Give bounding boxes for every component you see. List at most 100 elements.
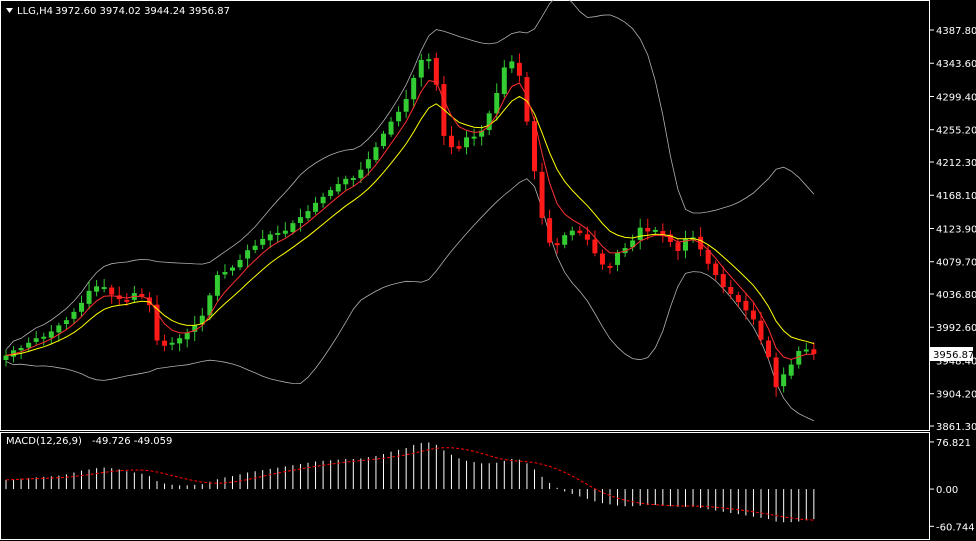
triangle-down-icon[interactable] — [6, 8, 13, 13]
candle — [79, 295, 84, 317]
candle — [758, 311, 764, 345]
candle — [743, 292, 749, 320]
candle — [305, 205, 311, 221]
candle — [252, 239, 258, 254]
price-tick-label: 3861.30 — [936, 422, 976, 433]
price-tick-label: 4036.80 — [936, 290, 976, 301]
candle — [245, 244, 251, 268]
candle — [3, 349, 9, 367]
candle — [803, 342, 809, 355]
price-tick-label: 4343.60 — [936, 59, 976, 70]
price-tick-label: 4255.20 — [936, 126, 976, 137]
candle — [154, 295, 160, 346]
candle — [343, 175, 349, 191]
candle — [230, 265, 235, 276]
candle — [403, 89, 409, 118]
price-axis: 4387.80 4343.60 4299.40 4255.20 4212.30 4168.… — [930, 26, 976, 433]
macd-pane-frame — [0, 432, 930, 540]
candle — [101, 279, 107, 293]
candle — [524, 71, 530, 126]
macd-tick-label: 76.821 — [936, 438, 971, 449]
candle — [411, 74, 417, 109]
candle — [162, 334, 168, 352]
candle — [516, 53, 522, 82]
candle — [71, 308, 77, 325]
candle — [645, 218, 651, 240]
candle — [328, 186, 334, 200]
candle — [592, 230, 598, 257]
candle — [63, 317, 69, 330]
candle — [139, 288, 145, 300]
candle — [388, 117, 394, 138]
ema-slow-line — [5, 95, 815, 356]
candle — [766, 336, 772, 360]
bollinger-bands — [5, 0, 815, 422]
macd-indicator — [5, 442, 815, 523]
upper-band — [5, 0, 815, 350]
candle — [199, 307, 205, 332]
current-price-label: 3956.87 — [933, 350, 974, 361]
candle — [26, 337, 32, 353]
candle — [335, 177, 341, 195]
candle — [282, 222, 288, 238]
candle — [796, 346, 802, 369]
candle — [320, 192, 326, 208]
candle — [562, 232, 568, 249]
candle — [501, 60, 507, 98]
candle — [365, 151, 371, 176]
candle — [728, 280, 734, 299]
candle — [109, 284, 115, 304]
price-tick-label: 3948.40 — [936, 356, 976, 367]
candle — [660, 223, 666, 243]
candle — [486, 110, 492, 136]
candle — [260, 229, 266, 250]
current-price-tag: 3956.87 — [930, 347, 974, 361]
candle — [547, 209, 553, 247]
candle — [539, 162, 545, 225]
candle — [373, 142, 379, 163]
candle — [577, 225, 583, 236]
candle — [554, 237, 560, 254]
candle — [396, 106, 402, 127]
candle — [222, 264, 228, 279]
candle — [637, 218, 643, 250]
candle — [381, 130, 386, 149]
candle — [471, 128, 477, 146]
ema-fast-line — [5, 80, 814, 361]
macd-tick-label: 0.00 — [936, 485, 958, 496]
candle — [177, 334, 183, 352]
candle — [33, 331, 39, 345]
candle — [569, 226, 575, 241]
candle — [275, 225, 281, 243]
candle — [169, 337, 175, 351]
candle — [509, 55, 515, 73]
price-tick-label: 3904.20 — [936, 390, 976, 401]
candle — [124, 293, 130, 306]
candle — [267, 231, 273, 248]
price-tick-label: 3992.60 — [936, 323, 976, 334]
candle — [720, 266, 726, 294]
candle — [86, 281, 92, 310]
moving-averages — [5, 80, 815, 361]
candle — [426, 53, 432, 69]
candle — [599, 249, 605, 270]
candle — [418, 53, 424, 87]
price-tick-label: 4123.90 — [936, 224, 976, 235]
candle — [41, 332, 47, 346]
candle — [94, 279, 100, 297]
candle — [464, 130, 470, 155]
candle — [615, 250, 621, 272]
candle — [237, 254, 243, 271]
price-tick-label: 4299.40 — [936, 92, 976, 103]
candle — [788, 358, 794, 380]
candle — [750, 301, 756, 325]
candle — [607, 262, 613, 274]
candle — [622, 243, 628, 258]
candle — [456, 140, 462, 152]
candle — [214, 271, 220, 301]
candle — [683, 230, 688, 259]
candle — [811, 342, 817, 360]
candle — [290, 220, 296, 235]
